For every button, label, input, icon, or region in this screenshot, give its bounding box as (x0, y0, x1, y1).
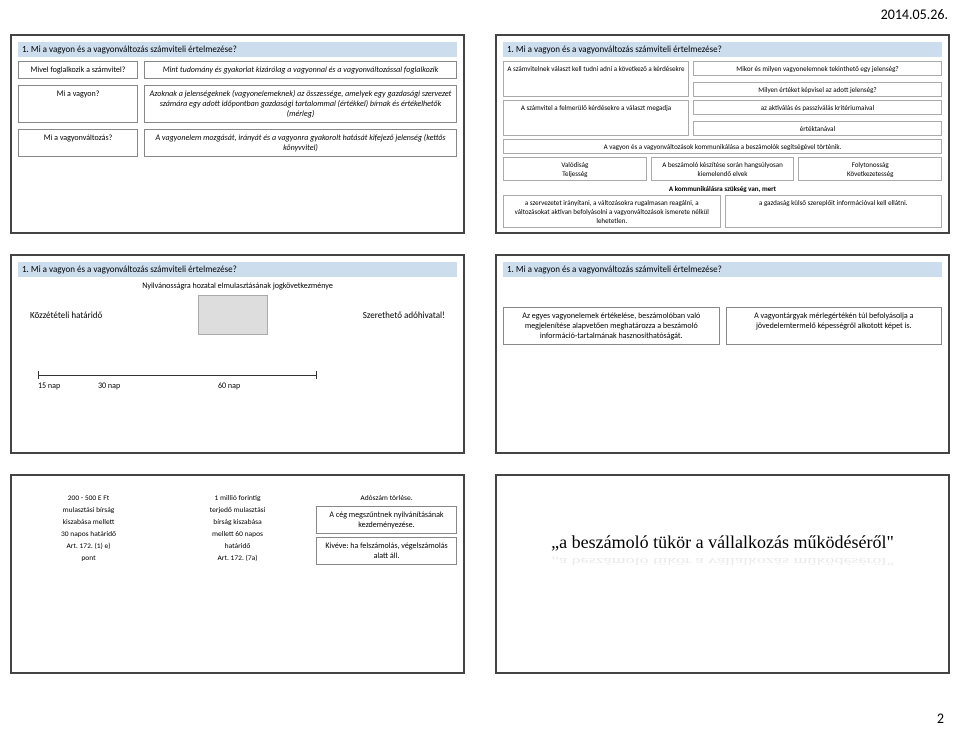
col3: Adószám törlése. A cég megszűntnek nyilv… (316, 494, 457, 566)
box: A beszámoló készítése során hangsúlyosan… (651, 157, 795, 181)
q1: Mivel foglalkozik a számvitel? (18, 61, 138, 79)
a3: A vagyonelem mozgását, irányát és a vagy… (144, 129, 457, 157)
text: A kommunikálásra szükség van, mert (503, 184, 942, 193)
col2: 1 millió forintig terjedő mulasztási bír… (167, 494, 308, 566)
box: FolytonosságKövetkezetesség (798, 157, 942, 181)
box: ValódiságTeljesség (503, 157, 647, 181)
box: A számvitelnek választ kell tudni adni a… (503, 61, 689, 97)
box: A vagyontárgyak mérlegértékén túl befoly… (726, 307, 943, 345)
slide-title: 1. Mi a vagyon és a vagyonváltozás számv… (18, 42, 457, 57)
image-placeholder (198, 295, 268, 335)
col1: 200 - 500 E Ft mulasztási bírság kiszabá… (18, 494, 159, 566)
quote-reflection: „a beszámoló tükör a vállalkozás működés… (503, 555, 942, 568)
date: 2014.05.26. (881, 6, 948, 23)
box: A számvitel a felmerülő kérdésekre a vál… (503, 100, 689, 136)
box: Mikor és milyen vagyonelemnek tekinthető… (693, 61, 942, 76)
a1: Mint tudomány és gyakorlat kizárólag a v… (144, 61, 457, 79)
slide-2: 1. Mi a vagyon és a vagyonváltozás számv… (495, 34, 950, 234)
box: a gazdaság külső szereplőit információva… (725, 195, 943, 228)
label-left: Közzétételi határidő (30, 310, 102, 321)
page-number: 2 (937, 710, 944, 727)
box: értéktanával (693, 121, 942, 136)
box: az aktiválás és passziválás kritériumaiv… (693, 100, 942, 115)
slide-1: 1. Mi a vagyon és a vagyonváltozás számv… (10, 34, 465, 234)
slide-title: 1. Mi a vagyon és a vagyonváltozás számv… (503, 262, 942, 277)
box: Az egyes vagyonelemek értékelése, beszám… (503, 307, 720, 345)
slide-4: 1. Mi a vagyon és a vagyonváltozás számv… (495, 254, 950, 454)
slide-title: 1. Mi a vagyon és a vagyonváltozás számv… (18, 262, 457, 277)
quote: „a beszámoló tükör a vállalkozás működés… (503, 532, 942, 553)
q2: Mi a vagyon? (18, 85, 138, 123)
label-right: Szerethető adóhivatal! (363, 310, 445, 321)
box: a szervezetet irányítani, a változásokra… (503, 195, 721, 228)
box: A vagyon és a vagyonváltozások kommuniká… (503, 139, 942, 154)
q3: Mi a vagyonváltozás? (18, 129, 138, 157)
slide-title: 1. Mi a vagyon és a vagyonváltozás számv… (503, 42, 942, 57)
tick: 60 nap (218, 381, 240, 391)
subtitle: Nyilvánosságra hozatal elmulasztásának j… (18, 281, 457, 291)
slide-6: „a beszámoló tükör a vállalkozás működés… (495, 474, 950, 674)
box: Milyen értéket képvisel az adott jelensé… (693, 82, 942, 97)
tick: 15 nap (38, 381, 60, 391)
a2: Azoknak a jelenségeknek (vagyonelemeknek… (144, 85, 457, 123)
slide-3: 1. Mi a vagyon és a vagyonváltozás számv… (10, 254, 465, 454)
slide-5: 200 - 500 E Ft mulasztási bírság kiszabá… (10, 474, 465, 674)
tick: 30 nap (98, 381, 120, 391)
timeline: 15 nap 30 nap 60 nap (18, 339, 457, 399)
slide-grid: 1. Mi a vagyon és a vagyonváltozás számv… (10, 34, 950, 674)
